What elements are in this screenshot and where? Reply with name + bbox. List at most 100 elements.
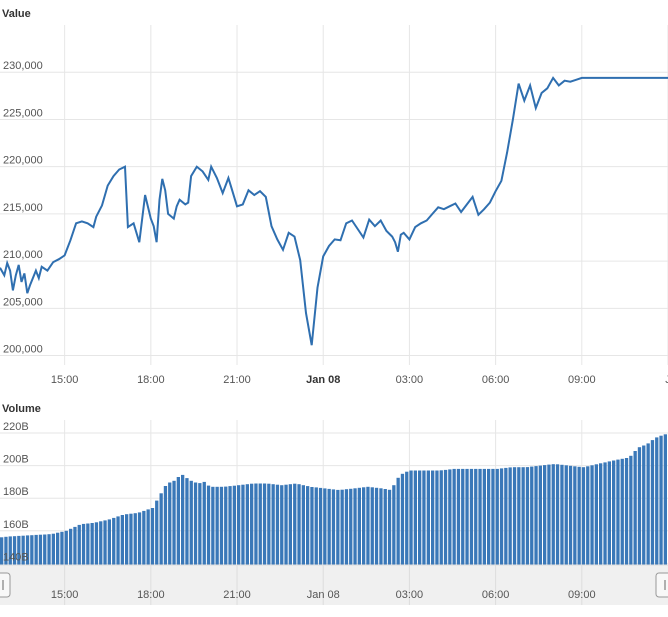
value-x-tick-label: 18:00 — [137, 374, 165, 386]
volume-bar — [543, 465, 547, 565]
volume-bar — [435, 470, 439, 565]
volume-bar — [357, 487, 361, 565]
volume-bar — [418, 470, 422, 565]
volume-bar — [211, 486, 215, 565]
volume-bar — [590, 465, 594, 565]
value-y-tick-label: 200,000 — [3, 344, 43, 356]
navigator-x-tick-label: 03:00 — [396, 589, 424, 601]
volume-bar — [336, 489, 340, 565]
volume-bar — [581, 467, 586, 565]
volume-bar — [17, 535, 21, 565]
volume-bar — [4, 536, 8, 565]
volume-bar — [659, 435, 663, 565]
volume-bar — [0, 537, 4, 565]
volume-bar — [146, 509, 150, 565]
volume-bar — [409, 470, 413, 565]
volume-bar — [452, 468, 456, 565]
value-y-tick-label: 225,000 — [3, 107, 43, 119]
volume-bar — [495, 468, 499, 565]
volume-bar — [193, 482, 198, 565]
volume-bar — [172, 480, 176, 565]
volume-bar — [491, 468, 495, 565]
volume-bar — [564, 465, 568, 565]
volume-bar — [168, 482, 172, 565]
volume-bar — [198, 483, 202, 565]
volume-bar — [530, 466, 534, 565]
volume-bar — [525, 467, 530, 565]
volume-bar — [8, 536, 12, 565]
volume-bar — [241, 484, 245, 565]
volume-bar — [107, 519, 111, 565]
navigator-handle-right[interactable] — [655, 572, 668, 598]
navigator-x-tick-label: 09:00 — [568, 589, 596, 601]
volume-bar — [555, 464, 560, 565]
volume-bar — [163, 486, 168, 565]
volume-bar — [331, 489, 336, 565]
volume-bar — [232, 485, 236, 565]
navigator-handle-right-shape[interactable] — [655, 572, 668, 598]
volume-bar — [620, 458, 624, 565]
volume-bar — [474, 468, 478, 565]
value-series-line — [0, 76, 668, 346]
volume-bar — [112, 517, 116, 565]
volume-bar — [219, 486, 224, 565]
volume-bar — [405, 471, 409, 565]
volume-bar — [56, 532, 60, 565]
volume-bar — [150, 508, 155, 565]
volume-bar — [90, 523, 94, 565]
volume-bar — [318, 487, 323, 565]
volume-bar — [603, 462, 607, 565]
volume-bar — [448, 469, 452, 565]
volume-bar — [129, 513, 133, 565]
volume-bar — [271, 484, 275, 565]
volume-bar — [387, 489, 392, 565]
volume-bar — [245, 484, 249, 565]
volume-bar — [538, 465, 542, 565]
volume-bar — [487, 468, 491, 565]
volume-bar — [43, 534, 47, 565]
value-x-tick-label: 03:00 — [396, 374, 424, 386]
navigator-x-tick-label: 18:00 — [137, 589, 165, 601]
volume-bar — [73, 526, 77, 565]
volume-bar — [370, 487, 374, 565]
volume-bar — [262, 483, 267, 565]
volume-bar — [258, 483, 262, 565]
value-panel: Value 200,000 205,000 210,000 215,000 220,00… — [0, 8, 668, 386]
volume-bar — [69, 528, 73, 565]
volume-bar — [159, 493, 163, 565]
volume-bar — [612, 460, 616, 565]
volume-bar — [478, 468, 482, 565]
volume-bar — [439, 470, 443, 565]
volume-bar — [133, 513, 137, 565]
volume-bar — [21, 535, 25, 565]
volume-bar — [306, 486, 310, 565]
volume-bar — [400, 473, 405, 565]
volume-bar — [431, 470, 435, 565]
volume-bar — [12, 536, 17, 565]
volume-bar — [250, 483, 254, 565]
volume-bar — [64, 530, 68, 565]
navigator-handle-left[interactable] — [0, 572, 11, 598]
value-x-tick-label: 06:00 — [482, 374, 510, 386]
volume-bar — [650, 440, 655, 565]
volume-bar — [422, 470, 426, 565]
volume-bar — [254, 483, 258, 565]
volume-bar — [534, 466, 538, 565]
volume-bar — [642, 445, 646, 565]
volume-bar — [633, 451, 637, 565]
volume-bar — [551, 464, 555, 565]
volume-bar — [461, 468, 465, 565]
volume-bar — [77, 524, 81, 565]
volume-bar — [547, 464, 551, 565]
volume-bar — [181, 474, 185, 565]
navigator-handle-left-shape[interactable] — [0, 572, 11, 598]
value-y-tick-label: 230,000 — [3, 60, 43, 72]
volume-y-tick-label: 180B — [3, 486, 29, 498]
volume-bar — [624, 458, 629, 565]
volume-bar — [443, 469, 448, 565]
volume-bar — [594, 464, 598, 565]
volume-bar — [51, 533, 55, 565]
navigator[interactable]: 15:00 18:00 21:00 Jan 08 03:00 06:00 09:00 — [0, 564, 668, 605]
volume-bar — [142, 510, 146, 565]
